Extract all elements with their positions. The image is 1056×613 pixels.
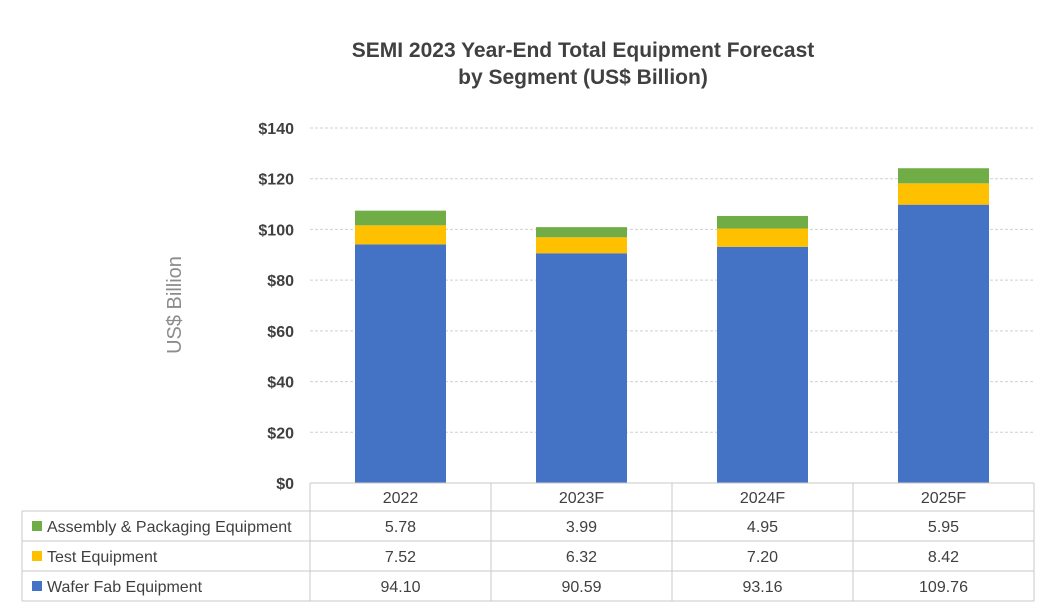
y-tick-label: $140 [258, 121, 294, 138]
table-cell-value: 109.76 [919, 579, 968, 596]
bar-test-equipment-2022 [355, 225, 446, 245]
chart-title: SEMI 2023 Year-End Total Equipment Forec… [352, 39, 815, 62]
table-cell-value: 5.78 [385, 519, 416, 536]
bar-wafer-fab-equipment-2023f [536, 253, 627, 483]
table-cell-value: 94.10 [380, 579, 420, 596]
bar-assembly-packaging-equipment-2025f [898, 168, 989, 184]
legend-label: Wafer Fab Equipment [47, 579, 203, 596]
x-category-label: 2025F [921, 490, 967, 507]
table-cell-value: 7.52 [385, 549, 416, 566]
y-tick-label: $0 [276, 476, 294, 493]
bar-assembly-packaging-equipment-2022 [355, 210, 446, 226]
y-tick-label: $120 [258, 172, 294, 189]
bar-test-equipment-2025f [898, 183, 989, 205]
bar-test-equipment-2023f [536, 237, 627, 254]
legend-label: Test Equipment [47, 549, 158, 566]
y-tick-label: $100 [258, 222, 294, 239]
legend-swatch [32, 521, 42, 531]
bar-wafer-fab-equipment-2025f [898, 204, 989, 483]
chart-subtitle: by Segment (US$ Billion) [458, 66, 708, 89]
table-cell-value: 4.95 [747, 519, 778, 536]
y-tick-label: $60 [267, 324, 294, 341]
legend-swatch [32, 581, 42, 591]
bar-assembly-packaging-equipment-2023f [536, 227, 627, 238]
legend-label: Assembly & Packaging Equipment [47, 519, 292, 536]
table-cell-value: 6.32 [566, 549, 597, 566]
x-category-label: 2023F [559, 490, 605, 507]
y-tick-label: $40 [267, 375, 294, 392]
table-cell-value: 3.99 [566, 519, 597, 536]
bar-assembly-packaging-equipment-2024f [717, 215, 808, 229]
y-axis-label: US$ Billion [164, 256, 186, 354]
bar-test-equipment-2024f [717, 228, 808, 247]
table-cell-value: 90.59 [561, 579, 601, 596]
table-cell-value: 5.95 [928, 519, 959, 536]
y-tick-label: $20 [267, 425, 294, 442]
table-cell-value: 8.42 [928, 549, 959, 566]
legend-swatch [32, 551, 42, 561]
table-cell-value: 93.16 [742, 579, 782, 596]
bar-wafer-fab-equipment-2024f [717, 246, 808, 483]
x-category-label: 2024F [740, 490, 786, 507]
y-tick-label: $80 [267, 273, 294, 290]
x-category-label: 2022 [383, 490, 419, 507]
table-cell-value: 7.20 [747, 549, 778, 566]
bar-wafer-fab-equipment-2022 [355, 244, 446, 483]
